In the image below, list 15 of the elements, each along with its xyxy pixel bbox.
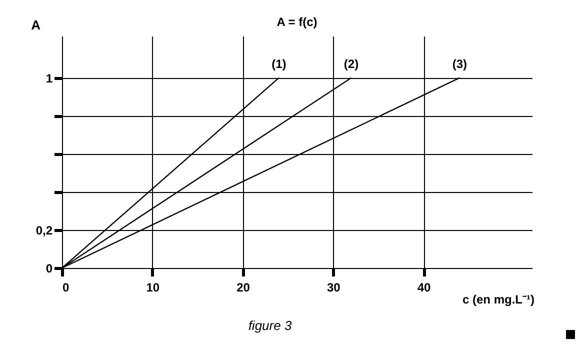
y-tick-label: 0,2 [36,223,53,238]
caption: figure 3 [247,318,293,333]
x-tick-label: 30 [326,280,341,294]
x-axis-title: c (en mg.L⁻¹) [462,292,534,306]
x-tick-label: 10 [146,280,160,294]
y-tick-label: 0 [46,262,53,276]
annotation: (1) [272,56,286,71]
chart-title: A = f(c) [276,15,318,29]
y-axis-title: A [31,18,42,32]
x-tick-label: 40 [417,280,432,294]
x-tick-label: 0 [62,280,70,294]
y-tick-label: 1 [46,71,53,86]
annotation: (2) [344,56,359,71]
x-tick-label: 20 [236,280,250,294]
annotation: (3) [452,56,468,71]
